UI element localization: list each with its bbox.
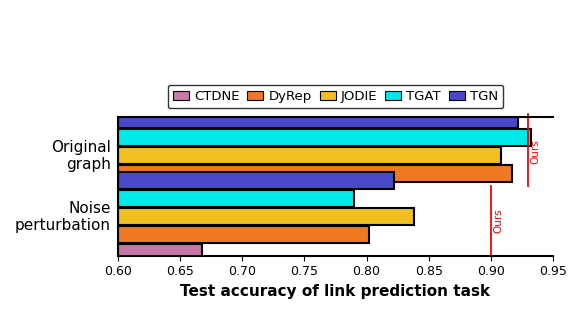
Legend: CTDNE, DyRep, JODIE, TGAT, TGN: CTDNE, DyRep, JODIE, TGAT, TGN <box>168 85 503 108</box>
Bar <box>118 111 518 128</box>
Bar <box>118 183 261 200</box>
Bar <box>118 129 531 146</box>
Bar <box>118 190 354 207</box>
X-axis label: Test accuracy of link prediction task: Test accuracy of link prediction task <box>180 284 491 299</box>
Bar <box>118 172 394 189</box>
Bar <box>118 226 369 243</box>
Bar <box>118 165 512 182</box>
Text: Ours: Ours <box>531 139 541 164</box>
Bar <box>118 208 414 225</box>
Text: Ours: Ours <box>494 208 503 233</box>
Bar <box>118 244 203 262</box>
Bar <box>118 147 501 164</box>
